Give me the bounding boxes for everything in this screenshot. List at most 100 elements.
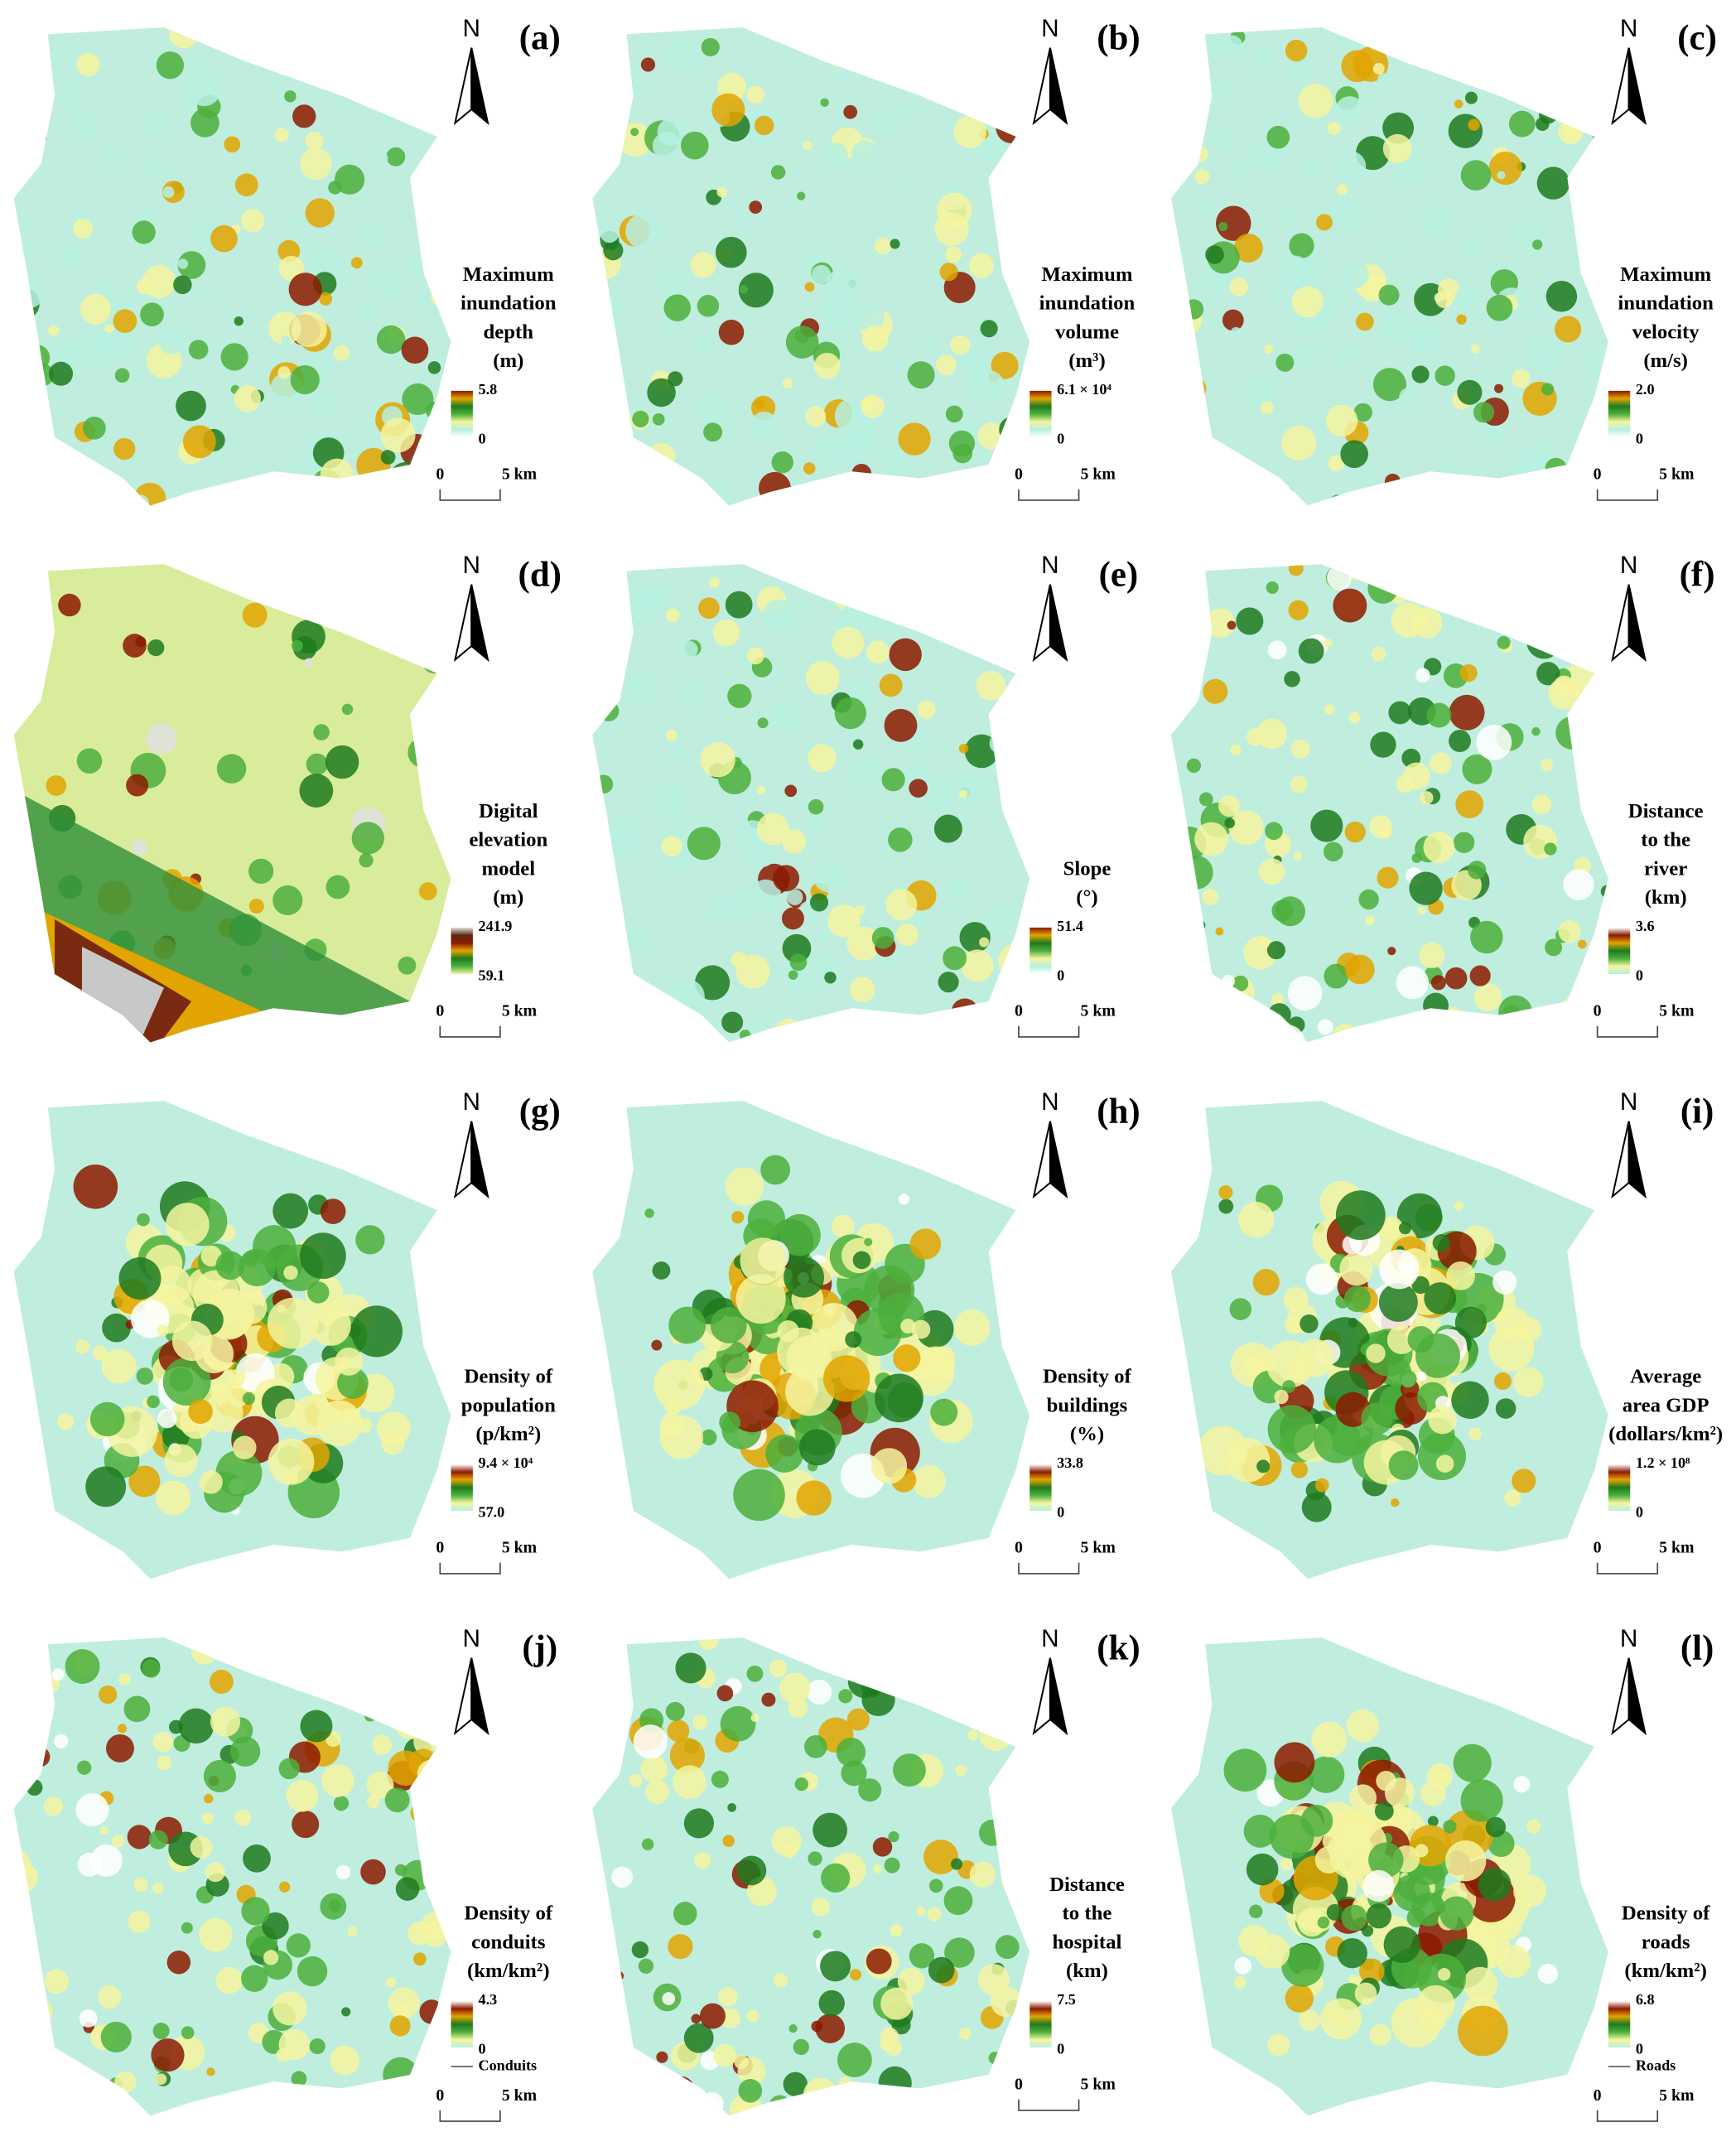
map-cell: [1256, 1459, 1270, 1473]
map-cell: [925, 564, 938, 572]
map-cell: [1444, 967, 1468, 990]
map-cell: [769, 2095, 791, 2116]
map-cell: [592, 876, 610, 904]
legend-title: velocity: [1632, 321, 1700, 343]
scale-bar: [439, 1562, 501, 1575]
map-cell: [955, 89, 978, 112]
map-cell: [234, 173, 258, 197]
panel-label: (b): [1097, 18, 1140, 57]
map-cell: [668, 1934, 693, 1960]
map-cell: [1300, 1804, 1333, 1837]
map-cell: [1407, 1326, 1435, 1353]
map-cell: [182, 425, 216, 459]
map-cell: [678, 681, 706, 708]
map-cell: [781, 907, 804, 930]
map-cell: [1468, 1427, 1482, 1440]
map-cell: [595, 624, 615, 644]
map-cell: [640, 1755, 668, 1783]
map-cell: [269, 2098, 299, 2116]
map-cell: [824, 972, 837, 984]
map-cell: [1578, 485, 1590, 497]
map-cell: [1380, 1019, 1409, 1043]
north-arrow: [1049, 1121, 1068, 1199]
map-panel: N (k) Distance to the hospital (km) 7.5 0 0 5 km: [592, 1625, 1140, 2116]
map-cell: [102, 149, 119, 166]
map-cell: [877, 572, 892, 588]
map-cell: [311, 393, 336, 418]
map-cell: [319, 292, 333, 306]
map-cell: [284, 90, 297, 103]
map-cell: [675, 1652, 706, 1684]
panel-label: (j): [522, 1628, 557, 1667]
map-cell: [793, 2038, 809, 2056]
map-cell: [98, 1985, 122, 2009]
map-cell: [366, 1771, 394, 1799]
map-cell: [203, 1759, 236, 1792]
map-cell: [871, 927, 895, 949]
map-cell: [739, 284, 748, 294]
panel-label: (i): [1681, 1092, 1714, 1131]
legend-min: 0: [1057, 967, 1064, 983]
map-cell: [890, 239, 900, 249]
map-cell: [834, 398, 870, 434]
map-cell: [371, 58, 392, 79]
map-cell: [1366, 1903, 1391, 1929]
map-cell: [733, 1469, 785, 1522]
map-cell: [716, 1685, 734, 1702]
map-base: [1170, 564, 1608, 1043]
map-cell: [145, 113, 168, 135]
map-cell: [1324, 963, 1349, 989]
map-cell: [1349, 1784, 1377, 1811]
scale-start: 0: [1594, 1002, 1602, 1020]
north-arrow: [470, 1657, 489, 1736]
map-cell: [777, 1327, 826, 1377]
north-arrow: [1032, 1121, 1051, 1199]
legend-min: 59.1: [479, 967, 505, 983]
map-cell: [1367, 573, 1399, 604]
map-cell: [988, 2052, 1001, 2065]
legend-title: buildings: [1047, 1394, 1128, 1416]
map-cell: [611, 1866, 633, 1888]
map-cell: [878, 2066, 912, 2100]
map-cell: [1378, 284, 1400, 306]
map-cell: [592, 1723, 611, 1753]
map-cell: [320, 1198, 346, 1224]
map-cell: [26, 1715, 41, 1729]
map-cell: [1170, 311, 1191, 340]
map-cell: [820, 295, 852, 328]
map-cell: [679, 640, 698, 659]
map-cell: [779, 1672, 811, 1705]
map-cell: [1228, 810, 1264, 846]
map-cell: [807, 815, 823, 832]
map-cell: [1371, 646, 1386, 662]
map-cell: [750, 1713, 760, 1723]
map-cell: [770, 165, 786, 180]
map-cell: [404, 112, 427, 134]
scale-start: 0: [1015, 2076, 1023, 2094]
map-cell: [1335, 96, 1364, 125]
map-cell: [152, 1883, 164, 1894]
map-cell: [1558, 919, 1581, 943]
map-cell: [935, 354, 957, 376]
map-cell: [1536, 166, 1570, 200]
map-cell: [359, 853, 374, 868]
map-cell: [1265, 822, 1283, 841]
map-cell: [13, 2061, 33, 2093]
map-cell: [782, 933, 812, 963]
map-cell: [1355, 312, 1374, 331]
map-cell: [1264, 345, 1274, 354]
map-cell: [268, 1438, 315, 1485]
legend-title: elevation: [469, 829, 547, 851]
map-cell: [939, 263, 958, 282]
map-cell: [110, 2091, 133, 2115]
north-arrow: [1611, 1121, 1630, 1199]
map-cell: [1275, 353, 1295, 372]
map: [13, 1101, 451, 1579]
map-cell: [1552, 592, 1563, 603]
map-cell: [647, 378, 676, 408]
map-cell: [757, 717, 769, 729]
map-cell: [1427, 1816, 1439, 1827]
map-cell: [1280, 1858, 1293, 1871]
map-cell: [1502, 65, 1520, 83]
map-cell: [1556, 27, 1589, 46]
